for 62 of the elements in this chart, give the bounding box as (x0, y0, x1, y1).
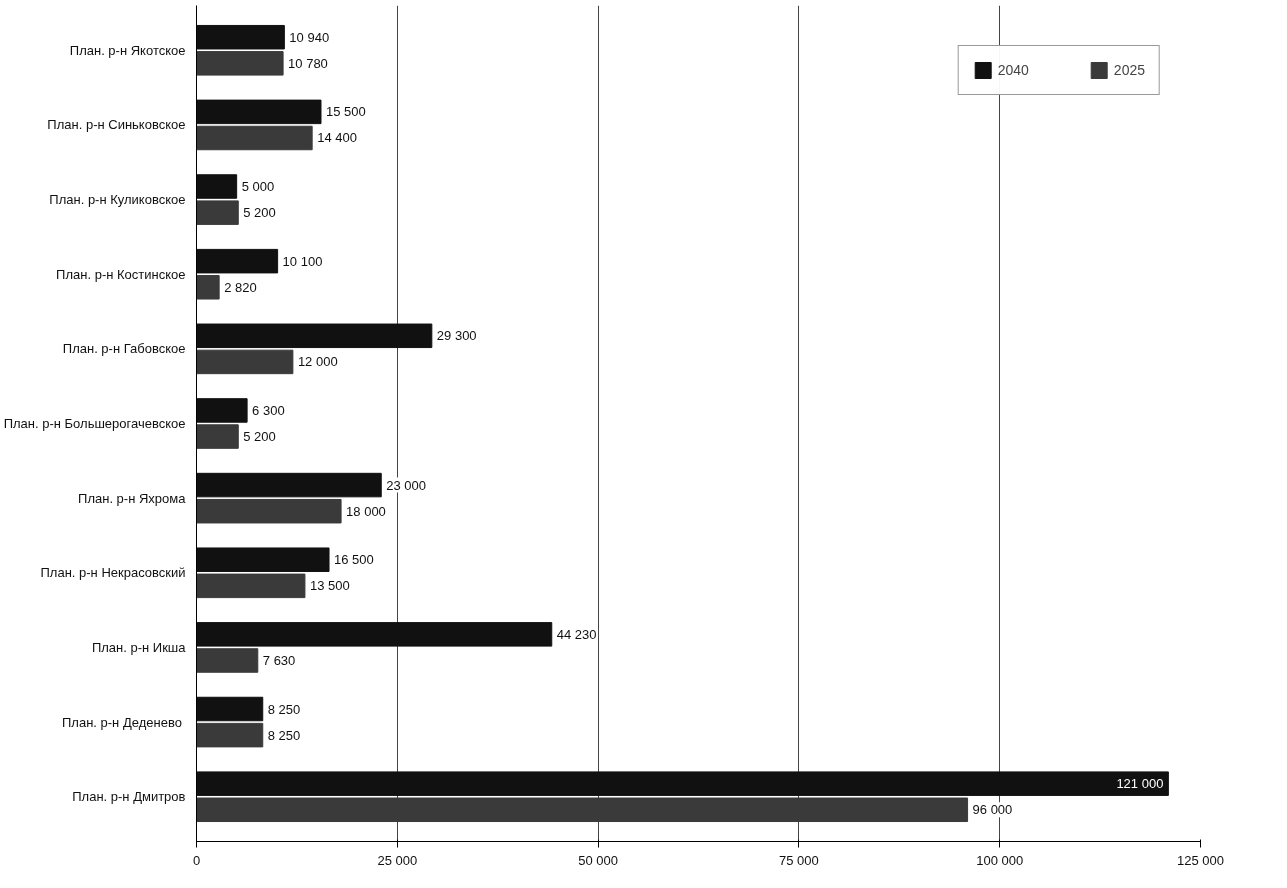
data-label: 8 250 (267, 701, 301, 717)
y-tick-label: План. р-н Икша (91, 639, 187, 655)
bar (196, 424, 239, 449)
bar (196, 622, 553, 647)
legend-label: 2040 (997, 62, 1029, 78)
y-tick-label: План. р-н Якотское (69, 42, 186, 58)
bar (196, 472, 382, 498)
data-label: 8 250 (267, 727, 301, 743)
data-label: 5 000 (241, 179, 275, 195)
bar (196, 722, 264, 748)
data-label: 10 780 (288, 55, 328, 71)
data-label: 16 500 (334, 552, 374, 568)
data-label: 23 000 (386, 477, 426, 493)
data-label: 5 200 (243, 429, 276, 445)
bar (196, 498, 342, 524)
x-tick-label: 100 000 (976, 852, 1024, 868)
data-label: 10 940 (289, 29, 330, 45)
x-tick-label: 125 000 (1177, 852, 1224, 868)
bar (196, 174, 238, 199)
y-tick-label: План. р-н Большерогачевское (3, 416, 186, 431)
bar (196, 200, 239, 225)
data-label: 121 000 (1116, 776, 1164, 792)
bar (196, 696, 264, 722)
data-label: 5 200 (243, 205, 276, 221)
bar (196, 648, 259, 673)
data-label: 29 300 (436, 328, 477, 344)
y-tick-label: План. р-н Некрасовский (40, 565, 186, 581)
data-label: 18 000 (346, 503, 386, 519)
bar (196, 349, 294, 375)
data-label: 2 820 (224, 279, 257, 295)
data-label: 44 230 (556, 626, 597, 642)
x-tick-label: 75 000 (779, 852, 819, 868)
legend-label: 2025 (1113, 62, 1145, 78)
data-label: 14 400 (317, 130, 357, 146)
data-label: 13 500 (309, 578, 350, 594)
data-label: 7 630 (262, 652, 296, 668)
y-tick-label: План. р-н Синьковское (47, 117, 186, 133)
bar (196, 547, 330, 572)
data-label: 10 100 (282, 253, 323, 269)
bar (196, 51, 284, 76)
data-label: 12 000 (297, 354, 338, 370)
bar (196, 275, 220, 300)
bar (196, 323, 433, 349)
y-tick-label: План. р-н Габовское (62, 341, 186, 357)
bar (196, 248, 279, 274)
data-label: 96 000 (972, 802, 1013, 818)
data-label: 6 300 (252, 402, 285, 418)
x-tick-label: 0 (192, 852, 201, 868)
x-tick-label: 25 000 (377, 852, 418, 868)
bar (196, 398, 248, 423)
bar (196, 24, 285, 50)
bar (196, 125, 313, 151)
y-tick-label: План. р-н Дмитров (72, 789, 186, 805)
y-tick-label: План. р-н Костинское (56, 266, 186, 282)
y-tick-label: План. р-н Деденево (62, 714, 182, 730)
x-tick-label: 50 000 (578, 852, 618, 868)
data-label: 15 500 (326, 104, 366, 120)
bar (196, 573, 306, 599)
bar (196, 99, 322, 125)
y-tick-label: План. р-н Куликовское (49, 192, 186, 208)
y-tick-label: План. р-н Яхрома (78, 490, 187, 506)
bar (196, 771, 1169, 796)
